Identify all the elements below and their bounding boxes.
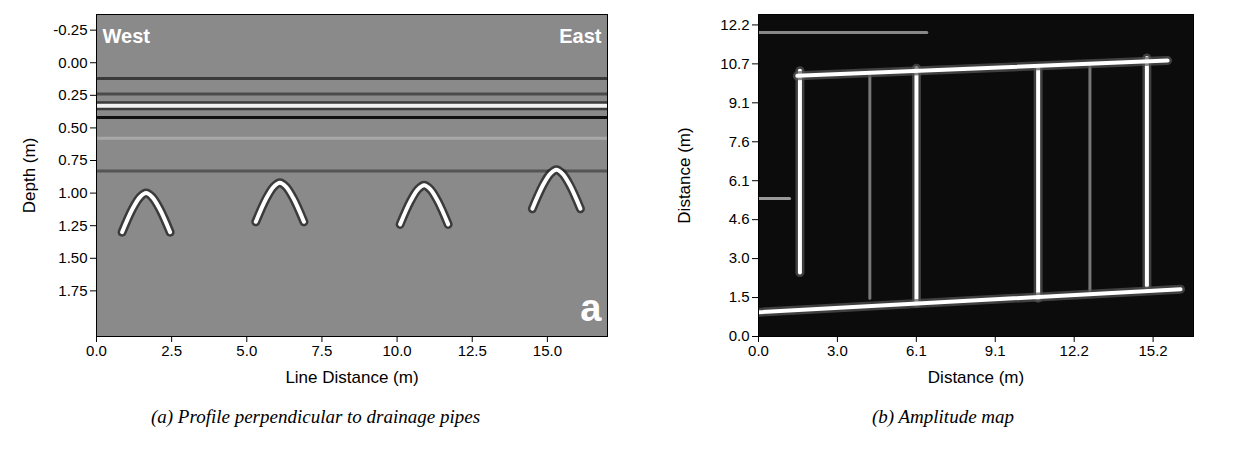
svg-text:10.0: 10.0 (382, 342, 411, 359)
svg-text:East: East (559, 25, 602, 47)
svg-text:0.0: 0.0 (748, 342, 769, 359)
svg-text:7.5: 7.5 (312, 342, 333, 359)
svg-text:15.2: 15.2 (1139, 342, 1168, 359)
svg-text:1.75: 1.75 (58, 282, 87, 299)
svg-text:1.50: 1.50 (58, 249, 87, 266)
svg-text:a: a (580, 287, 602, 329)
svg-text:West: West (103, 25, 151, 47)
svg-text:0.50: 0.50 (58, 119, 87, 136)
svg-text:7.6: 7.6 (729, 133, 750, 150)
svg-text:4.6: 4.6 (729, 210, 750, 227)
svg-text:12.2: 12.2 (720, 16, 749, 33)
svg-text:Distance (m): Distance (m) (675, 127, 694, 223)
svg-text:0.75: 0.75 (58, 151, 87, 168)
svg-text:Depth (m): Depth (m) (20, 138, 39, 214)
svg-text:9.1: 9.1 (985, 342, 1006, 359)
svg-text:Distance (m): Distance (m) (928, 368, 1024, 387)
svg-text:-0.25: -0.25 (53, 21, 87, 38)
svg-text:0.00: 0.00 (58, 54, 87, 71)
svg-text:12.5: 12.5 (458, 342, 487, 359)
svg-text:1.00: 1.00 (58, 184, 87, 201)
svg-text:1.5: 1.5 (729, 288, 750, 305)
svg-text:6.1: 6.1 (906, 342, 927, 359)
svg-text:5.0: 5.0 (236, 342, 257, 359)
html-text:(b) Amplitude map: (b) Amplitude map (871, 406, 1015, 427)
svg-text:0.0: 0.0 (729, 327, 750, 344)
svg-text:10.7: 10.7 (720, 55, 749, 72)
svg-text:0.0: 0.0 (86, 342, 107, 359)
svg-text:0.25: 0.25 (58, 86, 87, 103)
svg-text:Line Distance (m): Line Distance (m) (285, 368, 418, 387)
svg-text:3.0: 3.0 (729, 249, 750, 266)
svg-text:6.1: 6.1 (729, 172, 750, 189)
svg-text:15.0: 15.0 (533, 342, 562, 359)
html-text:(a) Profile perpendicular to d: (a) Profile perpendicular to drainage pi… (150, 406, 480, 427)
svg-text:12.2: 12.2 (1060, 342, 1089, 359)
svg-text:9.1: 9.1 (729, 94, 750, 111)
svg-text:3.0: 3.0 (827, 342, 848, 359)
svg-text:1.25: 1.25 (58, 216, 87, 233)
svg-text:2.5: 2.5 (161, 342, 182, 359)
